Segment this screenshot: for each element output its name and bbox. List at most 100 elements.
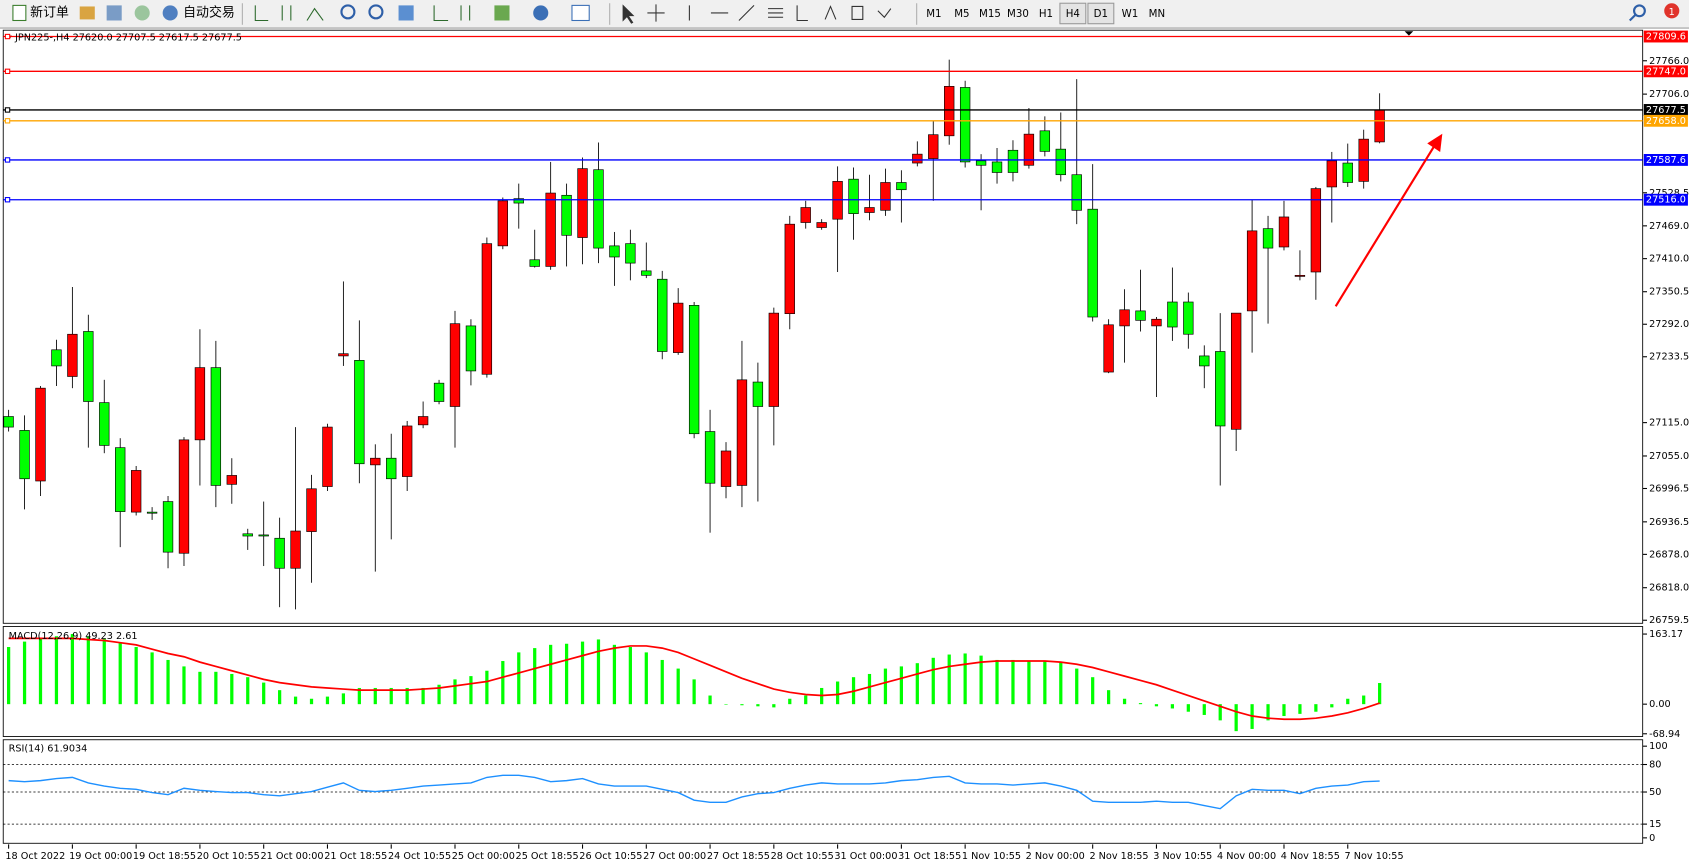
y-tick-label: 27055.0 bbox=[1649, 451, 1689, 462]
periods-icon[interactable] bbox=[533, 5, 549, 21]
macd-bar bbox=[1107, 690, 1111, 705]
templates-icon[interactable] bbox=[571, 4, 590, 22]
candle-body bbox=[67, 333, 78, 377]
macd-bar bbox=[469, 676, 473, 705]
y-tick-label: 26996.5 bbox=[1649, 483, 1689, 494]
timeframe-button[interactable]: M15 bbox=[979, 9, 1001, 20]
level-handle bbox=[4, 33, 11, 40]
macd-bar bbox=[1170, 704, 1175, 709]
macd-bar bbox=[628, 647, 632, 705]
x-tick-label: 1 Nov 10:55 bbox=[962, 851, 1021, 862]
line-tools[interactable] bbox=[768, 5, 808, 22]
candle-body bbox=[561, 194, 572, 236]
macd-bar bbox=[564, 643, 569, 705]
timeframe-button[interactable]: M1 bbox=[926, 9, 941, 20]
candle-body bbox=[481, 243, 493, 375]
macd-bar bbox=[1378, 683, 1382, 705]
chart-type-icons[interactable] bbox=[254, 5, 324, 22]
macd-bar bbox=[150, 652, 154, 705]
candle-body bbox=[720, 450, 732, 487]
candle-body bbox=[417, 416, 429, 426]
candle-body bbox=[1103, 324, 1114, 373]
toolbar-icon[interactable] bbox=[106, 5, 122, 21]
candle-body bbox=[1278, 216, 1290, 248]
tile-icon[interactable] bbox=[398, 5, 414, 21]
macd-bar bbox=[533, 648, 537, 705]
y-tick-label: 27528.5 bbox=[1649, 188, 1689, 199]
macd-bar bbox=[1314, 704, 1318, 712]
level-label-bg bbox=[1643, 193, 1688, 206]
candle-body bbox=[1087, 208, 1098, 318]
toolbar-icon[interactable] bbox=[79, 6, 95, 20]
candle-body bbox=[35, 387, 46, 482]
macd-bar bbox=[453, 679, 457, 705]
search-icon[interactable] bbox=[1632, 4, 1646, 18]
candle-body bbox=[688, 305, 700, 435]
auto-trading-button[interactable]: 自动交易 bbox=[162, 4, 235, 21]
chart-shift-marker bbox=[1404, 31, 1414, 36]
scroll-icons[interactable] bbox=[433, 5, 471, 22]
x-tick-label: 28 Oct 10:55 bbox=[771, 851, 834, 862]
macd-bar bbox=[867, 673, 872, 705]
timeframe-button[interactable]: D1 bbox=[1094, 9, 1108, 20]
macd-bar bbox=[1298, 704, 1302, 714]
candle-body bbox=[944, 86, 955, 137]
auto-trading-label[interactable]: 自动交易 bbox=[183, 4, 235, 20]
cursor-tool[interactable] bbox=[622, 4, 635, 24]
macd-bar bbox=[596, 639, 601, 705]
timeframe-button[interactable]: H1 bbox=[1039, 9, 1053, 20]
text-tools[interactable] bbox=[824, 5, 892, 20]
macd-bar bbox=[437, 684, 441, 705]
candle-body bbox=[1374, 109, 1385, 143]
candle-body bbox=[896, 182, 907, 191]
x-tick-label: 27 Oct 00:00 bbox=[643, 851, 706, 862]
line-tools[interactable] bbox=[647, 4, 755, 22]
candle-body bbox=[912, 153, 923, 164]
candle-body bbox=[1199, 355, 1210, 367]
candle-body bbox=[146, 511, 158, 514]
y-tick-label: 0 bbox=[1649, 833, 1655, 844]
notification-badge[interactable] bbox=[1664, 3, 1680, 19]
macd-bar bbox=[182, 666, 186, 705]
candle-body bbox=[816, 222, 827, 228]
macd-bar bbox=[278, 690, 282, 705]
indicators-icon[interactable] bbox=[494, 5, 510, 21]
new-order-button[interactable]: 新订单 bbox=[12, 4, 69, 22]
candle-body bbox=[338, 353, 349, 357]
candle-body bbox=[242, 533, 253, 537]
candle-body bbox=[880, 182, 891, 211]
x-tick-label: 7 Nov 10:55 bbox=[1345, 851, 1404, 862]
x-tick-label: 4 Nov 18:55 bbox=[1281, 851, 1340, 862]
macd-bar bbox=[1186, 704, 1190, 712]
timeframe-button[interactable]: W1 bbox=[1122, 9, 1139, 20]
candle-body bbox=[83, 331, 94, 402]
zoom-in-icon[interactable] bbox=[340, 4, 356, 20]
level-label-bg bbox=[1643, 30, 1688, 43]
candle-body bbox=[465, 325, 477, 372]
candle-body bbox=[848, 178, 859, 214]
macd-bar bbox=[1362, 695, 1366, 705]
macd-bar bbox=[1234, 704, 1238, 732]
y-tick-label: 0.00 bbox=[1649, 699, 1671, 710]
timeframe-button[interactable]: MN bbox=[1149, 9, 1165, 20]
level-label: 27516.0 bbox=[1646, 195, 1686, 206]
macd-bar bbox=[692, 679, 696, 705]
timeframe-button[interactable]: H4 bbox=[1066, 9, 1080, 20]
zoom-out-icon[interactable] bbox=[368, 4, 384, 20]
candle-body bbox=[194, 367, 206, 441]
y-tick-label: -68.94 bbox=[1649, 729, 1680, 740]
macd-bar bbox=[979, 655, 983, 705]
candle-body bbox=[513, 198, 524, 204]
candle-body bbox=[99, 402, 110, 446]
macd-bar bbox=[389, 687, 393, 705]
macd-bar bbox=[947, 654, 951, 705]
new-order-label[interactable]: 新订单 bbox=[30, 4, 69, 20]
timeframe-button[interactable]: M5 bbox=[954, 9, 969, 20]
macd-bar bbox=[1202, 704, 1206, 715]
candle-body bbox=[593, 169, 604, 249]
macd-bar bbox=[963, 653, 967, 705]
toolbar-icon[interactable] bbox=[134, 5, 150, 21]
timeframe-button[interactable]: M30 bbox=[1007, 9, 1029, 20]
y-tick-label: 27233.5 bbox=[1649, 352, 1689, 363]
